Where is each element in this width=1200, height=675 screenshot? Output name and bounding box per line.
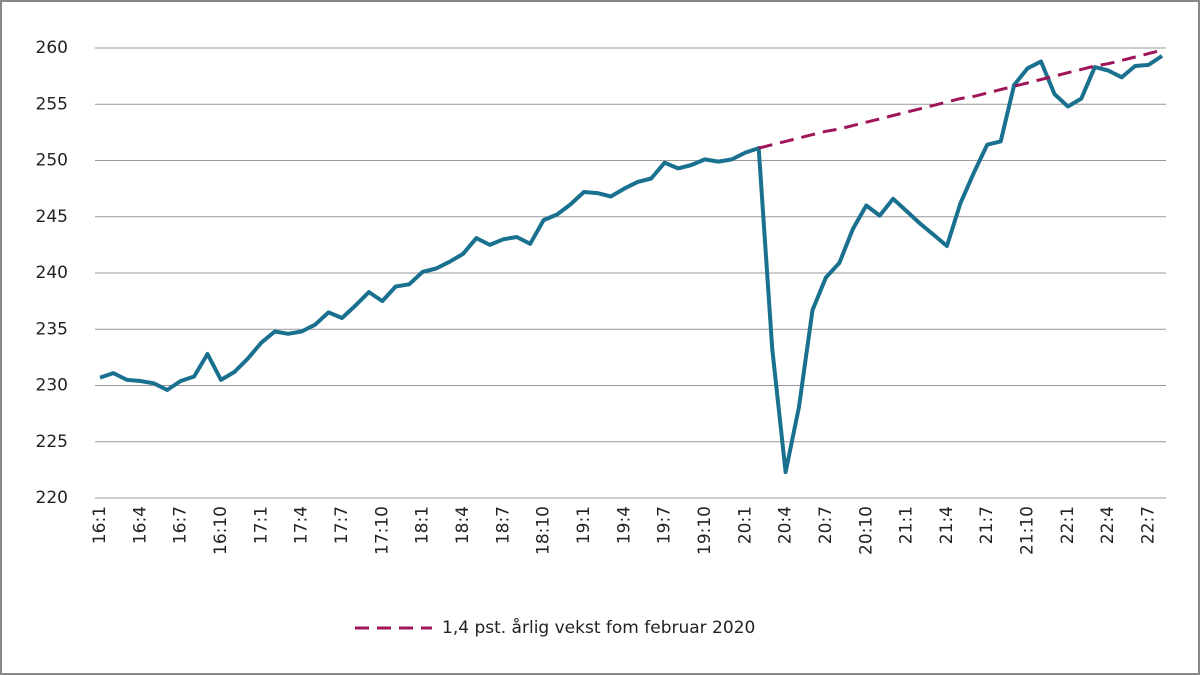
x-tick-label: 17:10 [372, 506, 392, 555]
y-tick-label: 220 [36, 488, 68, 508]
x-tick-label: 16:1 [90, 506, 110, 544]
x-tick-label: 19:1 [574, 506, 594, 544]
data-line [99, 54, 1164, 475]
x-tick-label: 22:7 [1139, 506, 1159, 544]
x-tick-label: 18:7 [493, 506, 513, 544]
x-tick-label: 22:4 [1098, 506, 1118, 544]
x-tick-label: 17:7 [332, 506, 352, 544]
y-tick-label: 260 [36, 38, 68, 58]
x-tick-label: 17:4 [292, 506, 312, 544]
legend-label: 1,4 pst. årlig vekst fom februar 2020 [442, 617, 755, 638]
y-tick-label: 250 [36, 151, 68, 171]
x-tick-label: 22:1 [1058, 506, 1078, 544]
x-tick-label: 19:4 [614, 506, 634, 544]
y-tick-label: 235 [36, 319, 68, 339]
x-tick-label: 18:10 [534, 506, 554, 555]
y-tick-label: 240 [36, 263, 68, 283]
x-tick-label: 17:1 [251, 506, 271, 544]
x-tick-label: 16:10 [211, 506, 231, 555]
x-tick-label: 20:7 [816, 506, 836, 544]
x-tick-label: 20:1 [735, 506, 755, 544]
y-tick-label: 245 [36, 207, 68, 227]
x-tick-label: 16:4 [130, 506, 150, 544]
y-tick-label: 230 [36, 376, 68, 396]
x-tick-label: 18:4 [453, 506, 473, 544]
x-tick-label: 18:1 [413, 506, 433, 544]
x-tick-label: 20:10 [856, 506, 876, 555]
data-line [758, 48, 1163, 150]
x-tick-label: 21:10 [1018, 506, 1038, 555]
x-tick-label: 21:7 [977, 506, 997, 544]
x-tick-label: 21:4 [937, 506, 957, 544]
y-tick-label: 225 [36, 432, 68, 452]
x-tick-label: 19:7 [655, 506, 675, 544]
x-tick-label: 21:1 [897, 506, 917, 544]
x-tick-label: 20:4 [776, 506, 796, 544]
y-tick-label: 255 [36, 94, 68, 114]
x-tick-label: 19:10 [695, 506, 715, 555]
x-tick-label: 16:7 [171, 506, 191, 544]
